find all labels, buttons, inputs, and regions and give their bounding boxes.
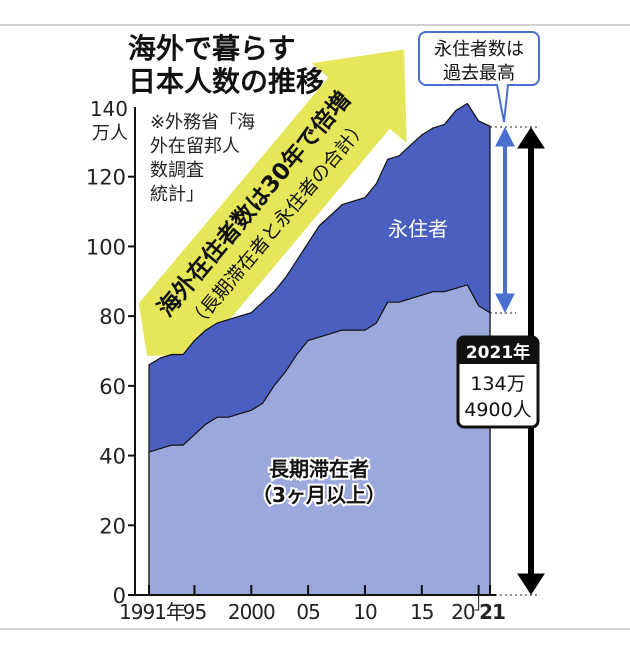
y-tick-label: 100	[86, 235, 126, 259]
x-tick-label: 05	[296, 600, 319, 624]
source-note: ※外務省「海 外在留邦人 数調査 統計」	[150, 112, 255, 205]
y-top-label: 140	[90, 97, 128, 121]
x-tick-label: 21	[479, 600, 505, 624]
y-tick-label: 20	[99, 514, 126, 538]
y-unit-label: 万人	[92, 123, 128, 144]
x-tick-label: 10	[353, 600, 377, 624]
source-note-line: 統計」	[150, 184, 204, 205]
source-note-line: 数調査	[150, 160, 204, 181]
y-tick-label: 60	[99, 375, 126, 399]
series-label-longterm-line1: 長期滞在者	[269, 457, 369, 481]
y-tick-label: 0	[113, 584, 126, 608]
record-high-callout: 永住者数は 過去最高	[418, 31, 540, 123]
total-badge: 2021年 134万 4900人	[456, 335, 540, 429]
y-tick-label: 80	[99, 305, 126, 329]
x-tick-label: 2000	[228, 600, 275, 624]
area-longterm	[148, 284, 491, 596]
chart-title-line1: 海外で暮らす	[128, 32, 295, 65]
growth-arrow-shape	[138, 49, 407, 356]
x-tick-leader	[474, 595, 480, 611]
source-note-line: ※外務省「海	[150, 112, 255, 133]
permanent-range-arrow	[495, 126, 515, 314]
badge-year: 2021年	[466, 342, 530, 363]
callout-line2: 過去最高	[443, 63, 515, 84]
y-tick-label: 120	[86, 166, 126, 190]
y-tick-label: 40	[99, 445, 126, 469]
x-tick-label: 20	[451, 600, 475, 624]
series-label-longterm-line2: （3ヶ月以上）	[252, 483, 386, 507]
x-tick-label: 95	[183, 600, 206, 624]
badge-value-line1: 134万	[470, 373, 525, 395]
plot-areas	[148, 102, 491, 596]
series-label-longterm: 長期滞在者 （3ヶ月以上）	[250, 455, 388, 509]
y-ticks: 0 20 40 60 80 100 120	[86, 166, 135, 608]
badge-value-line2: 4900人	[464, 399, 531, 421]
chart-title-line2: 日本人数の推移	[128, 65, 324, 98]
series-label-permanent: 永住者	[388, 217, 448, 241]
x-tick-label: 1991年	[119, 600, 186, 624]
x-tick-label: 15	[410, 600, 433, 624]
source-note-line: 外在留邦人	[150, 136, 240, 157]
callout-line1: 永住者数は	[434, 39, 524, 60]
